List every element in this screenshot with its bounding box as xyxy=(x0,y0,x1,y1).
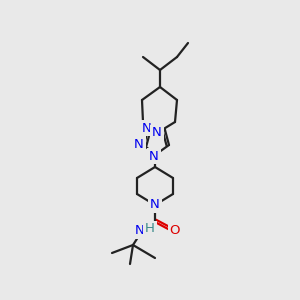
Text: N: N xyxy=(149,149,159,163)
Text: H: H xyxy=(145,223,155,236)
Text: N: N xyxy=(134,137,144,151)
Text: O: O xyxy=(170,224,180,236)
Text: N: N xyxy=(152,127,162,140)
Text: N: N xyxy=(142,122,152,134)
Text: N: N xyxy=(150,199,160,212)
Text: N: N xyxy=(135,224,145,238)
